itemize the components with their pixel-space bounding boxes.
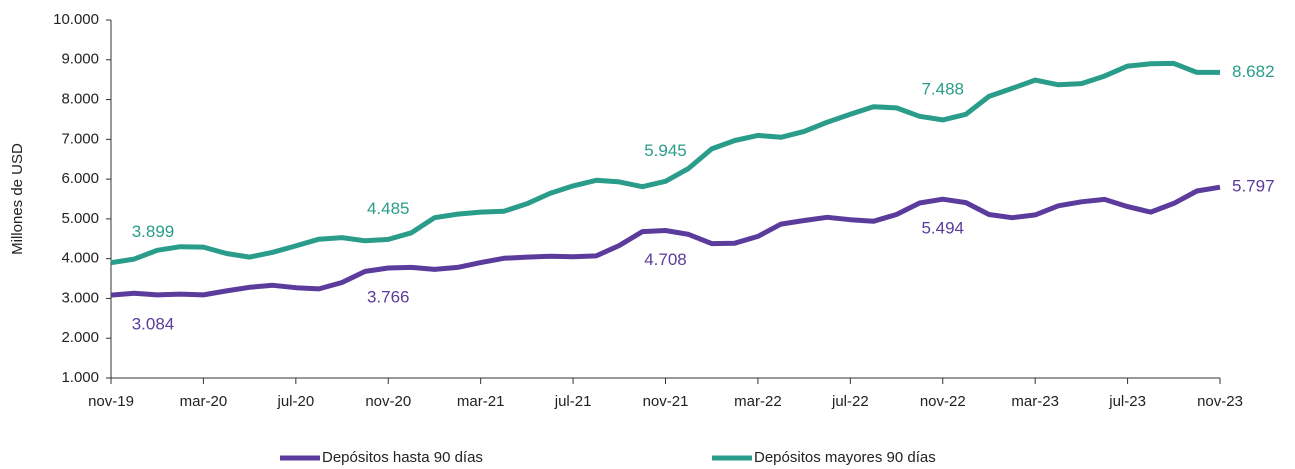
- y-tick-label: 5.000: [61, 210, 99, 227]
- data-label: 3.899: [132, 222, 175, 241]
- data-label: 5.494: [921, 219, 964, 238]
- x-tick-label: jul-20: [276, 393, 314, 410]
- data-label: 4.708: [644, 250, 687, 269]
- y-tick-label: 9.000: [61, 51, 99, 68]
- data-label: 5.945: [644, 141, 687, 160]
- x-tick-label: jul-23: [1108, 393, 1146, 410]
- x-tick-label: mar-22: [734, 393, 782, 410]
- y-tick-label: 3.000: [61, 289, 99, 306]
- x-tick-label: nov-23: [1197, 393, 1243, 410]
- x-tick-label: nov-19: [88, 393, 134, 410]
- y-tick-label: 4.000: [61, 250, 99, 267]
- x-tick-label: nov-21: [643, 393, 689, 410]
- x-tick-label: nov-22: [920, 393, 966, 410]
- y-tick-label: 6.000: [61, 170, 99, 187]
- data-label: 3.766: [367, 287, 410, 306]
- data-label: 3.084: [132, 315, 175, 334]
- x-tick-label: mar-20: [180, 393, 228, 410]
- y-tick-label: 2.000: [61, 329, 99, 346]
- y-axis-label: Millones de USD: [9, 143, 26, 255]
- x-tick-label: mar-23: [1011, 393, 1059, 410]
- y-tick-label: 7.000: [61, 130, 99, 147]
- x-tick-label: mar-21: [457, 393, 505, 410]
- y-tick-label: 8.000: [61, 91, 99, 108]
- y-tick-label: 10.000: [53, 11, 99, 28]
- x-tick-label: jul-21: [554, 393, 592, 410]
- data-label: 5.797: [1232, 177, 1275, 196]
- legend-label: Depósitos mayores 90 días: [754, 449, 936, 466]
- data-label: 7.488: [921, 79, 964, 98]
- legend-label: Depósitos hasta 90 días: [322, 449, 483, 466]
- data-label: 4.485: [367, 199, 410, 218]
- x-tick-label: jul-22: [831, 393, 869, 410]
- y-tick-label: 1.000: [61, 369, 99, 386]
- data-label: 8.682: [1232, 62, 1275, 81]
- series-line: [110, 184, 1221, 298]
- x-tick-label: nov-20: [365, 393, 411, 410]
- series-line: [110, 60, 1220, 266]
